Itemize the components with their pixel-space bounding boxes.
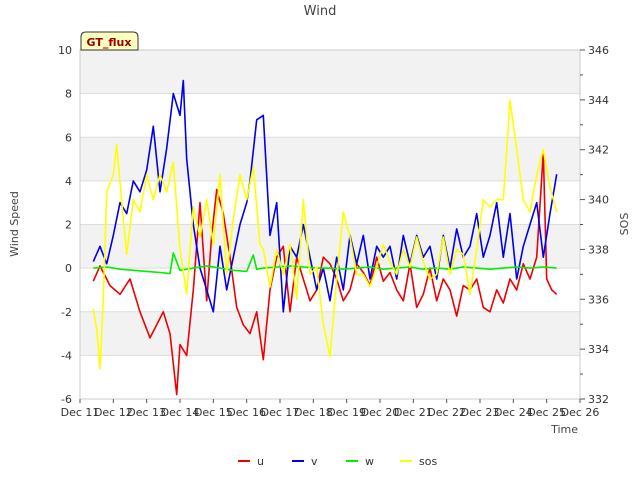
band [80, 224, 580, 269]
y2-tick-label: 338 [588, 243, 609, 256]
x-tick-label: Dec 15 [194, 406, 233, 419]
legend-label-v: v [311, 455, 318, 468]
legend-label-w: w [365, 455, 374, 468]
y-axis-label: Wind Speed [8, 191, 21, 257]
left-y-axis: -6 -4 -2 0 2 4 6 8 10 [58, 44, 72, 406]
legend-label-u: u [257, 455, 264, 468]
series-line-w [93, 252, 557, 275]
series-line-v [92, 79, 558, 313]
x-tick-label: Dec 23 [461, 406, 500, 419]
x-tick-label: Dec 16 [227, 406, 266, 419]
x-axis-label: Time [550, 423, 578, 436]
series-line-u [92, 151, 558, 396]
x-tick-label: Dec 24 [494, 406, 533, 419]
y-tick-label: 4 [65, 175, 72, 188]
y2-tick-label: 332 [588, 393, 609, 406]
y2-tick-label: 336 [588, 293, 609, 306]
y-tick-label: 0 [65, 262, 72, 275]
band [80, 50, 580, 94]
y2-tick-label: 340 [588, 194, 609, 207]
chart-title: Wind [304, 4, 337, 19]
series-lines [92, 79, 558, 396]
x-tick-label: Dec 21 [394, 406, 433, 419]
y2-tick-label: 342 [588, 144, 609, 157]
x-tick-label: Dec 26 [561, 406, 600, 419]
gt-flux-badge: GT_flux [80, 31, 139, 51]
right-y-axis: 332 334 336 338 340 342 344 346 [580, 44, 609, 406]
x-tick-label: Dec 11 [61, 406, 100, 419]
x-tick-label: Dec 12 [94, 406, 133, 419]
y-tick-label: -6 [61, 393, 72, 406]
y-tick-label: -2 [61, 306, 72, 319]
y-tick-label: 10 [58, 44, 72, 57]
y2-axis-label: SOS [618, 213, 631, 236]
x-tick-label: Dec 25 [527, 406, 566, 419]
y-tick-label: 2 [65, 219, 72, 232]
y2-tick-label: 346 [588, 44, 609, 57]
series-line-sos [92, 99, 558, 370]
x-tick-label: Dec 18 [294, 406, 333, 419]
x-tick-label: Dec 13 [127, 406, 166, 419]
legend: u v w sos [238, 455, 437, 468]
y-tick-label: 6 [65, 131, 72, 144]
x-tick-label: Dec 20 [361, 406, 400, 419]
legend-label-sos: sos [419, 455, 437, 468]
x-tick-label: Dec 22 [427, 406, 466, 419]
x-tick-label: Dec 17 [261, 406, 300, 419]
x-tick-label: Dec 14 [161, 406, 200, 419]
badge-label: GT_flux [87, 36, 132, 49]
y2-tick-label: 344 [588, 94, 609, 107]
y-tick-label: 8 [65, 88, 72, 101]
plot-background-bands [80, 50, 580, 356]
y2-tick-label: 334 [588, 343, 609, 356]
y-tick-label: -4 [61, 349, 72, 362]
x-tick-label: Dec 19 [327, 406, 366, 419]
